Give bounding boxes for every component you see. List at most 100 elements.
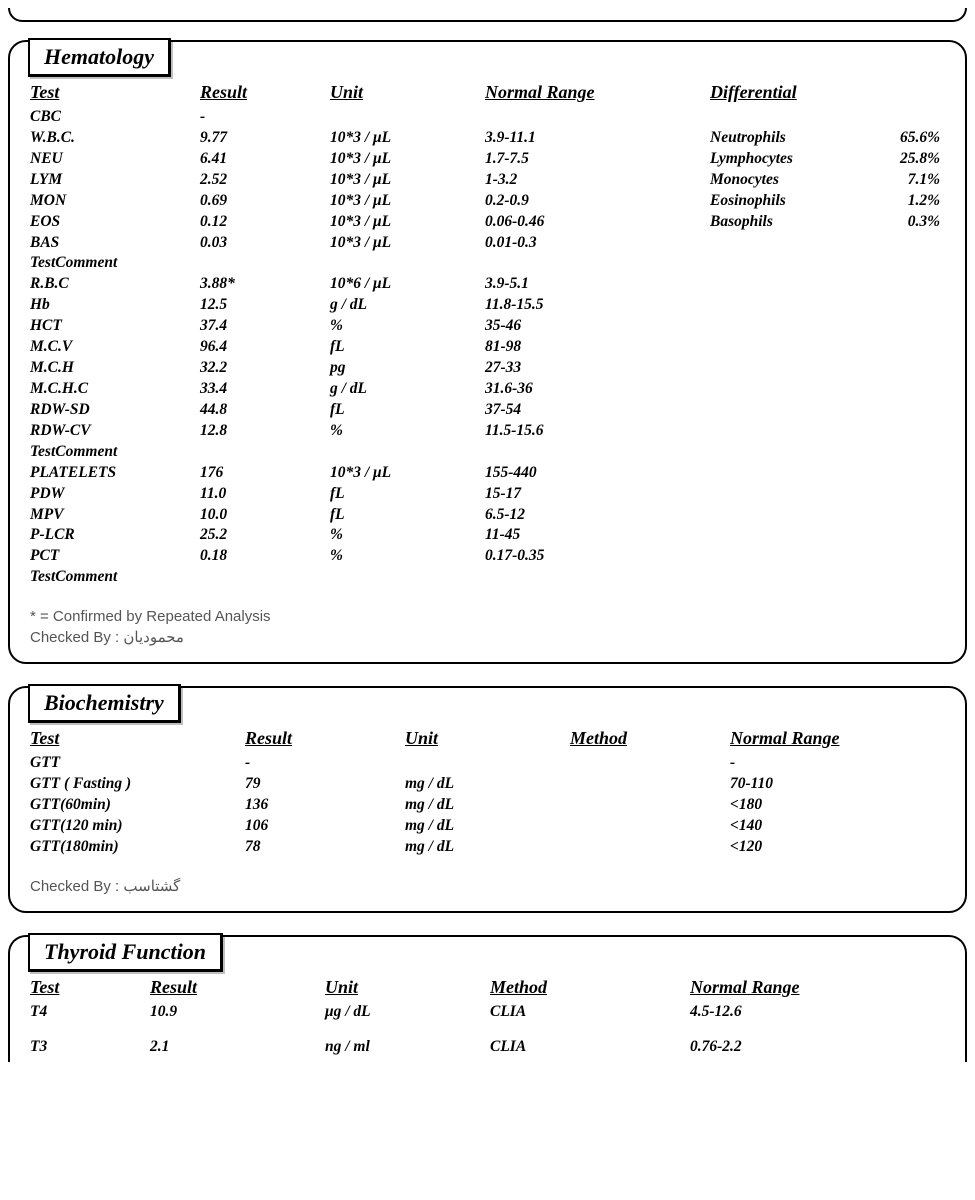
hem-unit: 10*6 / μL bbox=[330, 274, 485, 295]
bio-range: <140 bbox=[730, 816, 930, 837]
hematology-row: TestComment bbox=[30, 442, 945, 463]
hem-unit: fL bbox=[330, 400, 485, 421]
hem-result: 0.69 bbox=[200, 191, 330, 212]
hem-range: 35-46 bbox=[485, 316, 710, 337]
bio-result: - bbox=[245, 753, 405, 774]
hematology-row: M.C.V96.4fL81-98 bbox=[30, 337, 945, 358]
hem-test: TestComment bbox=[30, 442, 200, 463]
hematology-title: Hematology bbox=[28, 38, 171, 77]
hem-result: 2.52 bbox=[200, 170, 330, 191]
thy-unit: ng / ml bbox=[325, 1037, 490, 1058]
biochemistry-row: GTT ( Fasting )79mg / dL70-110 bbox=[30, 774, 945, 795]
differential-row: Lymphocytes25.8% bbox=[710, 149, 950, 170]
bio-unit: mg / dL bbox=[405, 774, 570, 795]
hem-unit: fL bbox=[330, 337, 485, 358]
bio-unit: mg / dL bbox=[405, 837, 570, 858]
biochemistry-h-range: Normal Range bbox=[730, 728, 930, 753]
hem-result bbox=[200, 567, 330, 588]
hematology-row: TestComment bbox=[30, 567, 945, 588]
hem-test: CBC bbox=[30, 107, 200, 128]
thyroid-row: T410.9μg / dLCLIA4.5-12.6 bbox=[30, 1002, 945, 1023]
thyroid-h-test: Test bbox=[30, 977, 150, 1002]
biochemistry-h-method: Method bbox=[570, 728, 730, 753]
hem-test: BAS bbox=[30, 233, 200, 254]
bio-method bbox=[570, 753, 730, 774]
hematology-row: M.C.H.C33.4g / dL31.6-36 bbox=[30, 379, 945, 400]
hematology-row: M.C.H32.2pg27-33 bbox=[30, 358, 945, 379]
hematology-h-unit: Unit bbox=[330, 82, 485, 107]
hem-unit: % bbox=[330, 546, 485, 567]
hem-result: 6.41 bbox=[200, 149, 330, 170]
hematology-row: PCT0.18%0.17-0.35 bbox=[30, 546, 945, 567]
hem-result: 0.18 bbox=[200, 546, 330, 567]
hematology-row: TestComment bbox=[30, 253, 945, 274]
hem-range: 0.01-0.3 bbox=[485, 233, 710, 254]
bio-range: 70-110 bbox=[730, 774, 930, 795]
hem-range: 81-98 bbox=[485, 337, 710, 358]
hem-test: Hb bbox=[30, 295, 200, 316]
bio-unit: mg / dL bbox=[405, 816, 570, 837]
thy-method: CLIA bbox=[490, 1002, 690, 1023]
bio-range: - bbox=[730, 753, 930, 774]
hem-unit: g / dL bbox=[330, 295, 485, 316]
hem-result: 12.8 bbox=[200, 421, 330, 442]
hem-result: 10.0 bbox=[200, 505, 330, 526]
hem-range: 31.6-36 bbox=[485, 379, 710, 400]
hem-test: M.C.H bbox=[30, 358, 200, 379]
hem-unit: 10*3 / μL bbox=[330, 128, 485, 149]
hem-range: 11.5-15.6 bbox=[485, 421, 710, 442]
thyroid-row: T32.1ng / mlCLIA0.76-2.2 bbox=[30, 1037, 945, 1058]
hem-range: 1.7-7.5 bbox=[485, 149, 710, 170]
bio-result: 79 bbox=[245, 774, 405, 795]
hem-test: MPV bbox=[30, 505, 200, 526]
hematology-h-diffval bbox=[870, 82, 940, 107]
hem-range bbox=[485, 567, 710, 588]
hematology-header-row: Test Result Unit Normal Range Differenti… bbox=[30, 82, 945, 107]
thyroid-h-unit: Unit bbox=[325, 977, 490, 1002]
bio-method bbox=[570, 816, 730, 837]
differential-row: Basophils0.3% bbox=[710, 212, 950, 233]
bio-range: <180 bbox=[730, 795, 930, 816]
biochemistry-h-result: Result bbox=[245, 728, 405, 753]
hem-unit bbox=[330, 442, 485, 463]
biochemistry-row: GTT(60min)136mg / dL<180 bbox=[30, 795, 945, 816]
biochemistry-h-unit: Unit bbox=[405, 728, 570, 753]
hem-test: PLATELETS bbox=[30, 463, 200, 484]
thy-result: 2.1 bbox=[150, 1037, 325, 1058]
top-panel-stub bbox=[8, 8, 967, 22]
thy-test: T3 bbox=[30, 1037, 150, 1058]
hem-test: PDW bbox=[30, 484, 200, 505]
hem-result: 44.8 bbox=[200, 400, 330, 421]
bio-test: GTT bbox=[30, 753, 245, 774]
thy-unit: μg / dL bbox=[325, 1002, 490, 1023]
differential-row: Neutrophils65.6% bbox=[710, 128, 950, 149]
hematology-h-diff: Differential bbox=[710, 82, 870, 107]
hem-range: 1-3.2 bbox=[485, 170, 710, 191]
diff-label: Neutrophils bbox=[710, 128, 870, 149]
thy-range: 4.5-12.6 bbox=[690, 1002, 890, 1023]
hematology-footer: * = Confirmed by Repeated Analysis Check… bbox=[30, 606, 945, 648]
hem-result: 32.2 bbox=[200, 358, 330, 379]
bio-method bbox=[570, 837, 730, 858]
diff-value: 1.2% bbox=[870, 191, 940, 212]
hem-test: M.C.V bbox=[30, 337, 200, 358]
hem-range: 0.06-0.46 bbox=[485, 212, 710, 233]
hem-result: 9.77 bbox=[200, 128, 330, 149]
hem-result: 0.03 bbox=[200, 233, 330, 254]
bio-test: GTT(180min) bbox=[30, 837, 245, 858]
diff-value: 0.3% bbox=[870, 212, 940, 233]
thyroid-title: Thyroid Function bbox=[28, 933, 223, 972]
bio-method bbox=[570, 795, 730, 816]
thyroid-panel: Thyroid Function Test Result Unit Method… bbox=[8, 935, 967, 1062]
hematology-h-result: Result bbox=[200, 82, 330, 107]
bio-method bbox=[570, 774, 730, 795]
hem-test: R.B.C bbox=[30, 274, 200, 295]
hematology-h-test: Test bbox=[30, 82, 200, 107]
thyroid-header-row: Test Result Unit Method Normal Range bbox=[30, 977, 945, 1002]
hematology-row: CBC- bbox=[30, 107, 945, 128]
diff-label: Lymphocytes bbox=[710, 149, 870, 170]
diff-value: 25.8% bbox=[870, 149, 940, 170]
thy-result: 10.9 bbox=[150, 1002, 325, 1023]
bio-test: GTT(120 min) bbox=[30, 816, 245, 837]
biochemistry-footnote: Checked By : گشتاسب bbox=[30, 876, 945, 897]
